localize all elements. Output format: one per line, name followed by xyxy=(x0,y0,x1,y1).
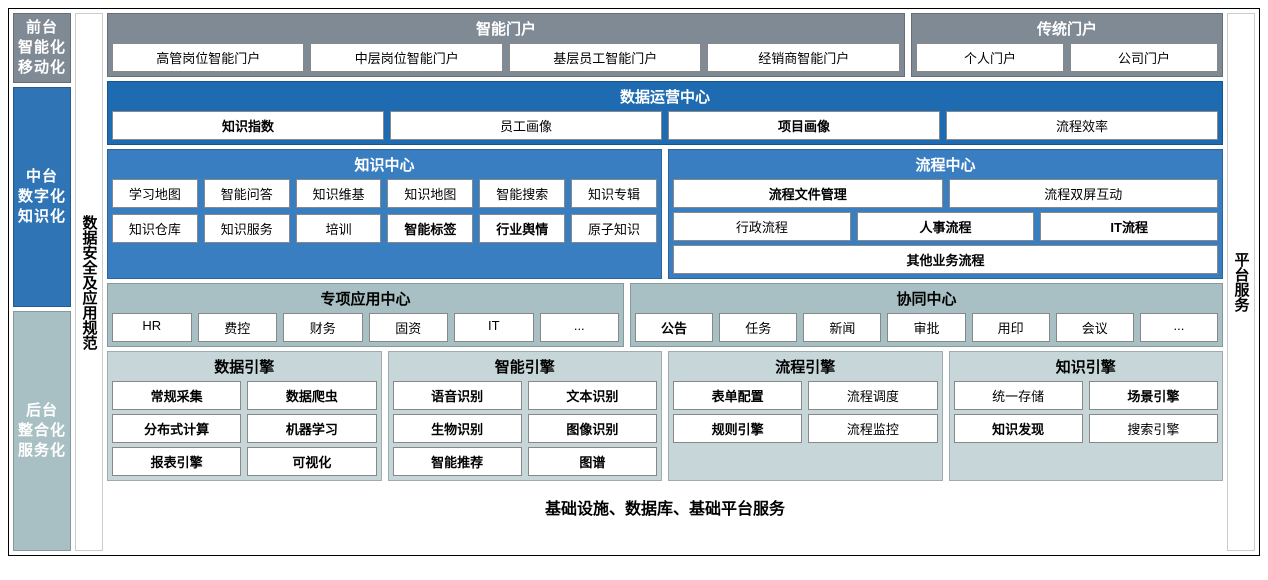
cell-item: 知识专辑 xyxy=(571,179,657,208)
cell-item: 知识指数 xyxy=(112,111,384,140)
architecture-diagram: 前台智能化移动化 中台数字化知识化 后台整合化服务化 数据安全及应用规范 智能门… xyxy=(8,8,1260,556)
cell-item: 中层岗位智能门户 xyxy=(310,43,502,72)
engine-item: 数据爬虫 xyxy=(247,381,376,410)
engine-item: 语音识别 xyxy=(393,381,522,410)
tier-back: 后台整合化服务化 xyxy=(13,311,71,551)
app-center-block: 专项应用中心 HR费控财务固资IT... xyxy=(107,283,624,347)
engine-item: 图谱 xyxy=(528,447,657,476)
main-content: 智能门户 高管岗位智能门户中层岗位智能门户基层员工智能门户经销商智能门户 传统门… xyxy=(107,13,1223,551)
kc-pc-row: 知识中心 学习地图智能问答知识维基知识地图智能搜索知识专辑 知识仓库知识服务培训… xyxy=(107,149,1223,279)
trad-portal-title: 传统门户 xyxy=(916,18,1218,39)
cell-item: IT流程 xyxy=(1040,212,1218,241)
proc-engine-block: 流程引擎表单配置流程调度规则引擎流程监控 xyxy=(668,351,943,481)
cell-item: 知识维基 xyxy=(296,179,382,208)
engine-title: 数据引擎 xyxy=(112,356,377,377)
cell-item: 项目画像 xyxy=(668,111,940,140)
cell-item: 人事流程 xyxy=(857,212,1035,241)
cell-item: HR xyxy=(112,313,192,342)
cell-item: 财务 xyxy=(283,313,363,342)
cell-item: 智能标签 xyxy=(387,214,473,243)
data-center-block: 数据运营中心 知识指数员工画像项目画像流程效率 xyxy=(107,81,1223,145)
know-engine-block: 知识引擎统一存储场景引擎知识发现搜索引擎 xyxy=(949,351,1224,481)
cell-item: 知识服务 xyxy=(204,214,290,243)
cell-item: IT xyxy=(454,313,534,342)
engines-row: 数据引擎常规采集数据爬虫分布式计算机器学习报表引擎可视化 智能引擎语音识别文本识… xyxy=(107,351,1223,481)
cell-item: ... xyxy=(540,313,620,342)
cell-item: 原子知识 xyxy=(571,214,657,243)
trad-portal-block: 传统门户 个人门户公司门户 xyxy=(911,13,1223,77)
security-label: 数据安全及应用规范 xyxy=(75,13,103,551)
cell-item: 流程效率 xyxy=(946,111,1218,140)
security-column: 数据安全及应用规范 xyxy=(75,13,103,551)
cell-item: 智能搜索 xyxy=(479,179,565,208)
cell-item: 新闻 xyxy=(803,313,881,342)
cell-item: 行政流程 xyxy=(673,212,851,241)
engine-item: 智能推荐 xyxy=(393,447,522,476)
engine-item: 图像识别 xyxy=(528,414,657,443)
cell-item: 公告 xyxy=(635,313,713,342)
engine-title: 智能引擎 xyxy=(393,356,658,377)
cell-item: 费控 xyxy=(198,313,278,342)
cell-item: 个人门户 xyxy=(916,43,1064,72)
process-other: 其他业务流程 xyxy=(673,245,1218,274)
data-center-title: 数据运营中心 xyxy=(112,86,1218,107)
platform-column: 平台服务 xyxy=(1227,13,1255,551)
cell-item: 用印 xyxy=(972,313,1050,342)
collab-center-title: 协同中心 xyxy=(635,288,1218,309)
knowledge-center-block: 知识中心 学习地图智能问答知识维基知识地图智能搜索知识专辑 知识仓库知识服务培训… xyxy=(107,149,662,279)
app-collab-row: 专项应用中心 HR费控财务固资IT... 协同中心 公告任务新闻审批用印会议..… xyxy=(107,283,1223,347)
engine-title: 知识引擎 xyxy=(954,356,1219,377)
cell-item: 经销商智能门户 xyxy=(707,43,899,72)
cell-item: 高管岗位智能门户 xyxy=(112,43,304,72)
platform-label: 平台服务 xyxy=(1227,13,1255,551)
engine-item: 分布式计算 xyxy=(112,414,241,443)
tier-column: 前台智能化移动化 中台数字化知识化 后台整合化服务化 xyxy=(13,13,71,551)
engine-item: 表单配置 xyxy=(673,381,802,410)
engine-item: 可视化 xyxy=(247,447,376,476)
tier-middle: 中台数字化知识化 xyxy=(13,87,71,307)
process-center-title: 流程中心 xyxy=(673,154,1218,175)
cell-item: 会议 xyxy=(1056,313,1134,342)
engine-item: 规则引擎 xyxy=(673,414,802,443)
engine-item: 文本识别 xyxy=(528,381,657,410)
cell-item: 基层员工智能门户 xyxy=(509,43,701,72)
cell-item: 审批 xyxy=(887,313,965,342)
engine-item: 知识发现 xyxy=(954,414,1083,443)
app-center-title: 专项应用中心 xyxy=(112,288,619,309)
cell-item: 知识地图 xyxy=(387,179,473,208)
infra-footer: 基础设施、数据库、基础平台服务 xyxy=(107,485,1223,525)
cell-item: 智能问答 xyxy=(204,179,290,208)
cell-item: 员工画像 xyxy=(390,111,662,140)
engine-item: 搜索引擎 xyxy=(1089,414,1218,443)
tier-front: 前台智能化移动化 xyxy=(13,13,71,83)
portal-row: 智能门户 高管岗位智能门户中层岗位智能门户基层员工智能门户经销商智能门户 传统门… xyxy=(107,13,1223,77)
cell-item: 任务 xyxy=(719,313,797,342)
smart-engine-block: 智能引擎语音识别文本识别生物识别图像识别智能推荐图谱 xyxy=(388,351,663,481)
engine-item: 流程调度 xyxy=(808,381,937,410)
cell-item: 行业舆情 xyxy=(479,214,565,243)
engine-item: 生物识别 xyxy=(393,414,522,443)
cell-item: 培训 xyxy=(296,214,382,243)
cell-item: 流程双屏互动 xyxy=(949,179,1219,208)
cell-item: 知识仓库 xyxy=(112,214,198,243)
collab-center-block: 协同中心 公告任务新闻审批用印会议... xyxy=(630,283,1223,347)
data-engine-block: 数据引擎常规采集数据爬虫分布式计算机器学习报表引擎可视化 xyxy=(107,351,382,481)
engine-item: 常规采集 xyxy=(112,381,241,410)
engine-title: 流程引擎 xyxy=(673,356,938,377)
process-center-block: 流程中心 流程文件管理流程双屏互动 行政流程人事流程IT流程 其他业务流程 xyxy=(668,149,1223,279)
engine-item: 场景引擎 xyxy=(1089,381,1218,410)
engine-item: 统一存储 xyxy=(954,381,1083,410)
cell-item: 流程文件管理 xyxy=(673,179,943,208)
engine-item: 流程监控 xyxy=(808,414,937,443)
knowledge-center-title: 知识中心 xyxy=(112,154,657,175)
cell-item: 公司门户 xyxy=(1070,43,1218,72)
cell-item: ... xyxy=(1140,313,1218,342)
smart-portal-title: 智能门户 xyxy=(112,18,900,39)
smart-portal-block: 智能门户 高管岗位智能门户中层岗位智能门户基层员工智能门户经销商智能门户 xyxy=(107,13,905,77)
engine-item: 报表引擎 xyxy=(112,447,241,476)
cell-item: 固资 xyxy=(369,313,449,342)
engine-item: 机器学习 xyxy=(247,414,376,443)
cell-item: 学习地图 xyxy=(112,179,198,208)
